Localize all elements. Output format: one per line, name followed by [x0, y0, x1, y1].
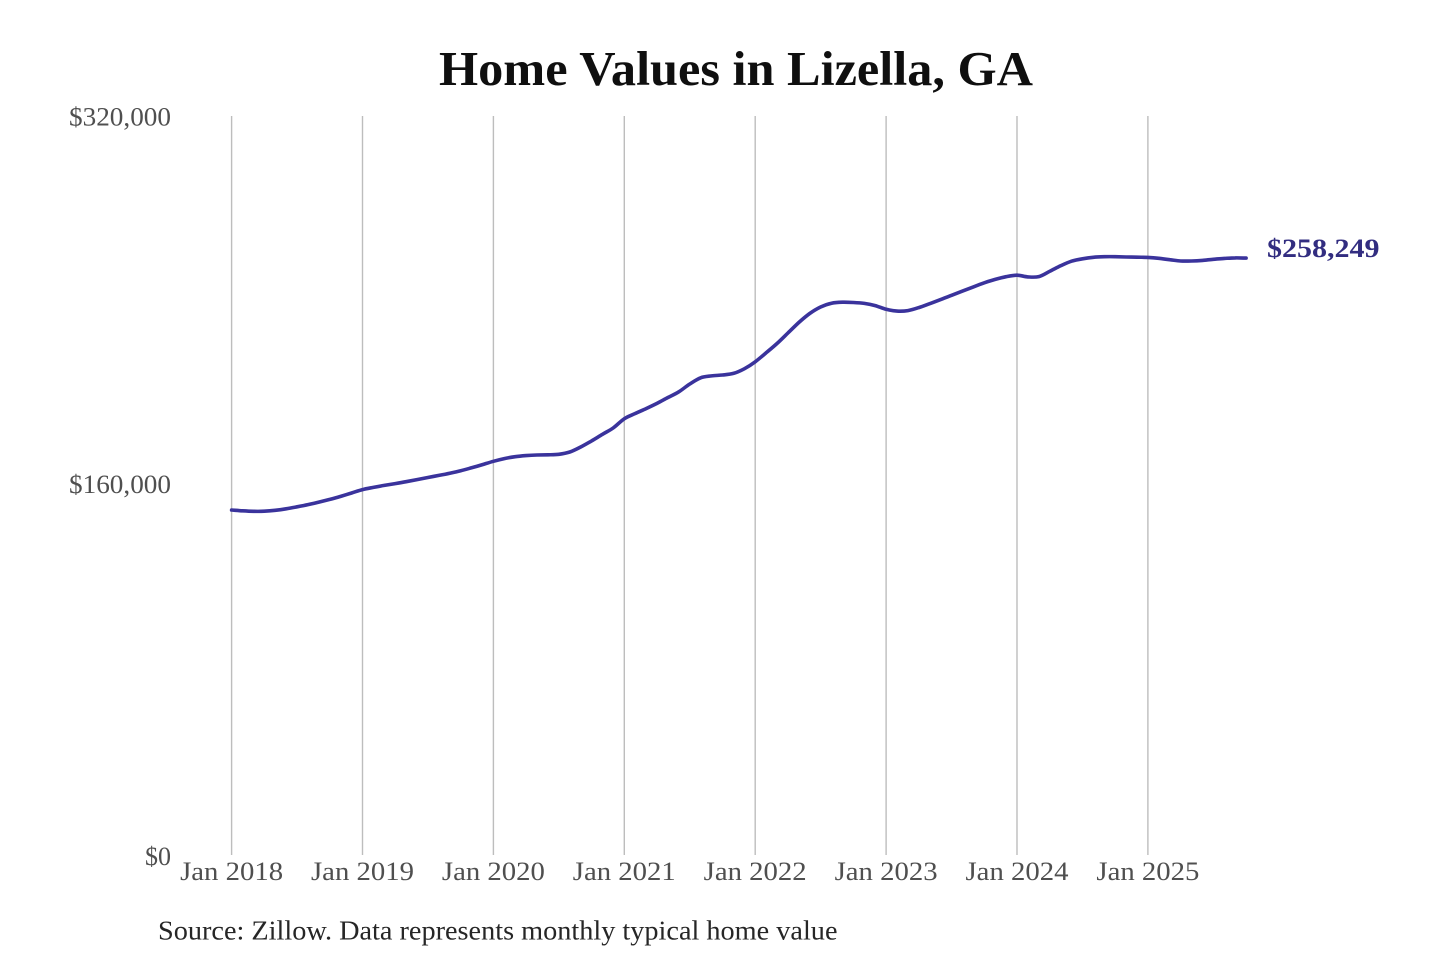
svg-text:Source: Zillow. Data represent: Source: Zillow. Data represents monthly … [158, 915, 838, 945]
svg-text:Jan 2020: Jan 2020 [442, 857, 545, 886]
svg-text:Jan 2024: Jan 2024 [966, 857, 1069, 886]
svg-text:Jan 2019: Jan 2019 [311, 857, 414, 886]
svg-text:Jan 2018: Jan 2018 [180, 857, 283, 886]
svg-text:Jan 2022: Jan 2022 [704, 857, 807, 886]
svg-text:Home Values in Lizella, GA: Home Values in Lizella, GA [439, 41, 1034, 96]
svg-text:Jan 2021: Jan 2021 [573, 857, 676, 886]
svg-text:$258,249: $258,249 [1267, 234, 1380, 263]
svg-text:$0: $0 [145, 842, 171, 871]
svg-text:Jan 2023: Jan 2023 [835, 857, 938, 886]
svg-text:$320,000: $320,000 [69, 102, 171, 131]
svg-text:Jan 2025: Jan 2025 [1096, 857, 1199, 886]
svg-text:$160,000: $160,000 [69, 470, 171, 499]
